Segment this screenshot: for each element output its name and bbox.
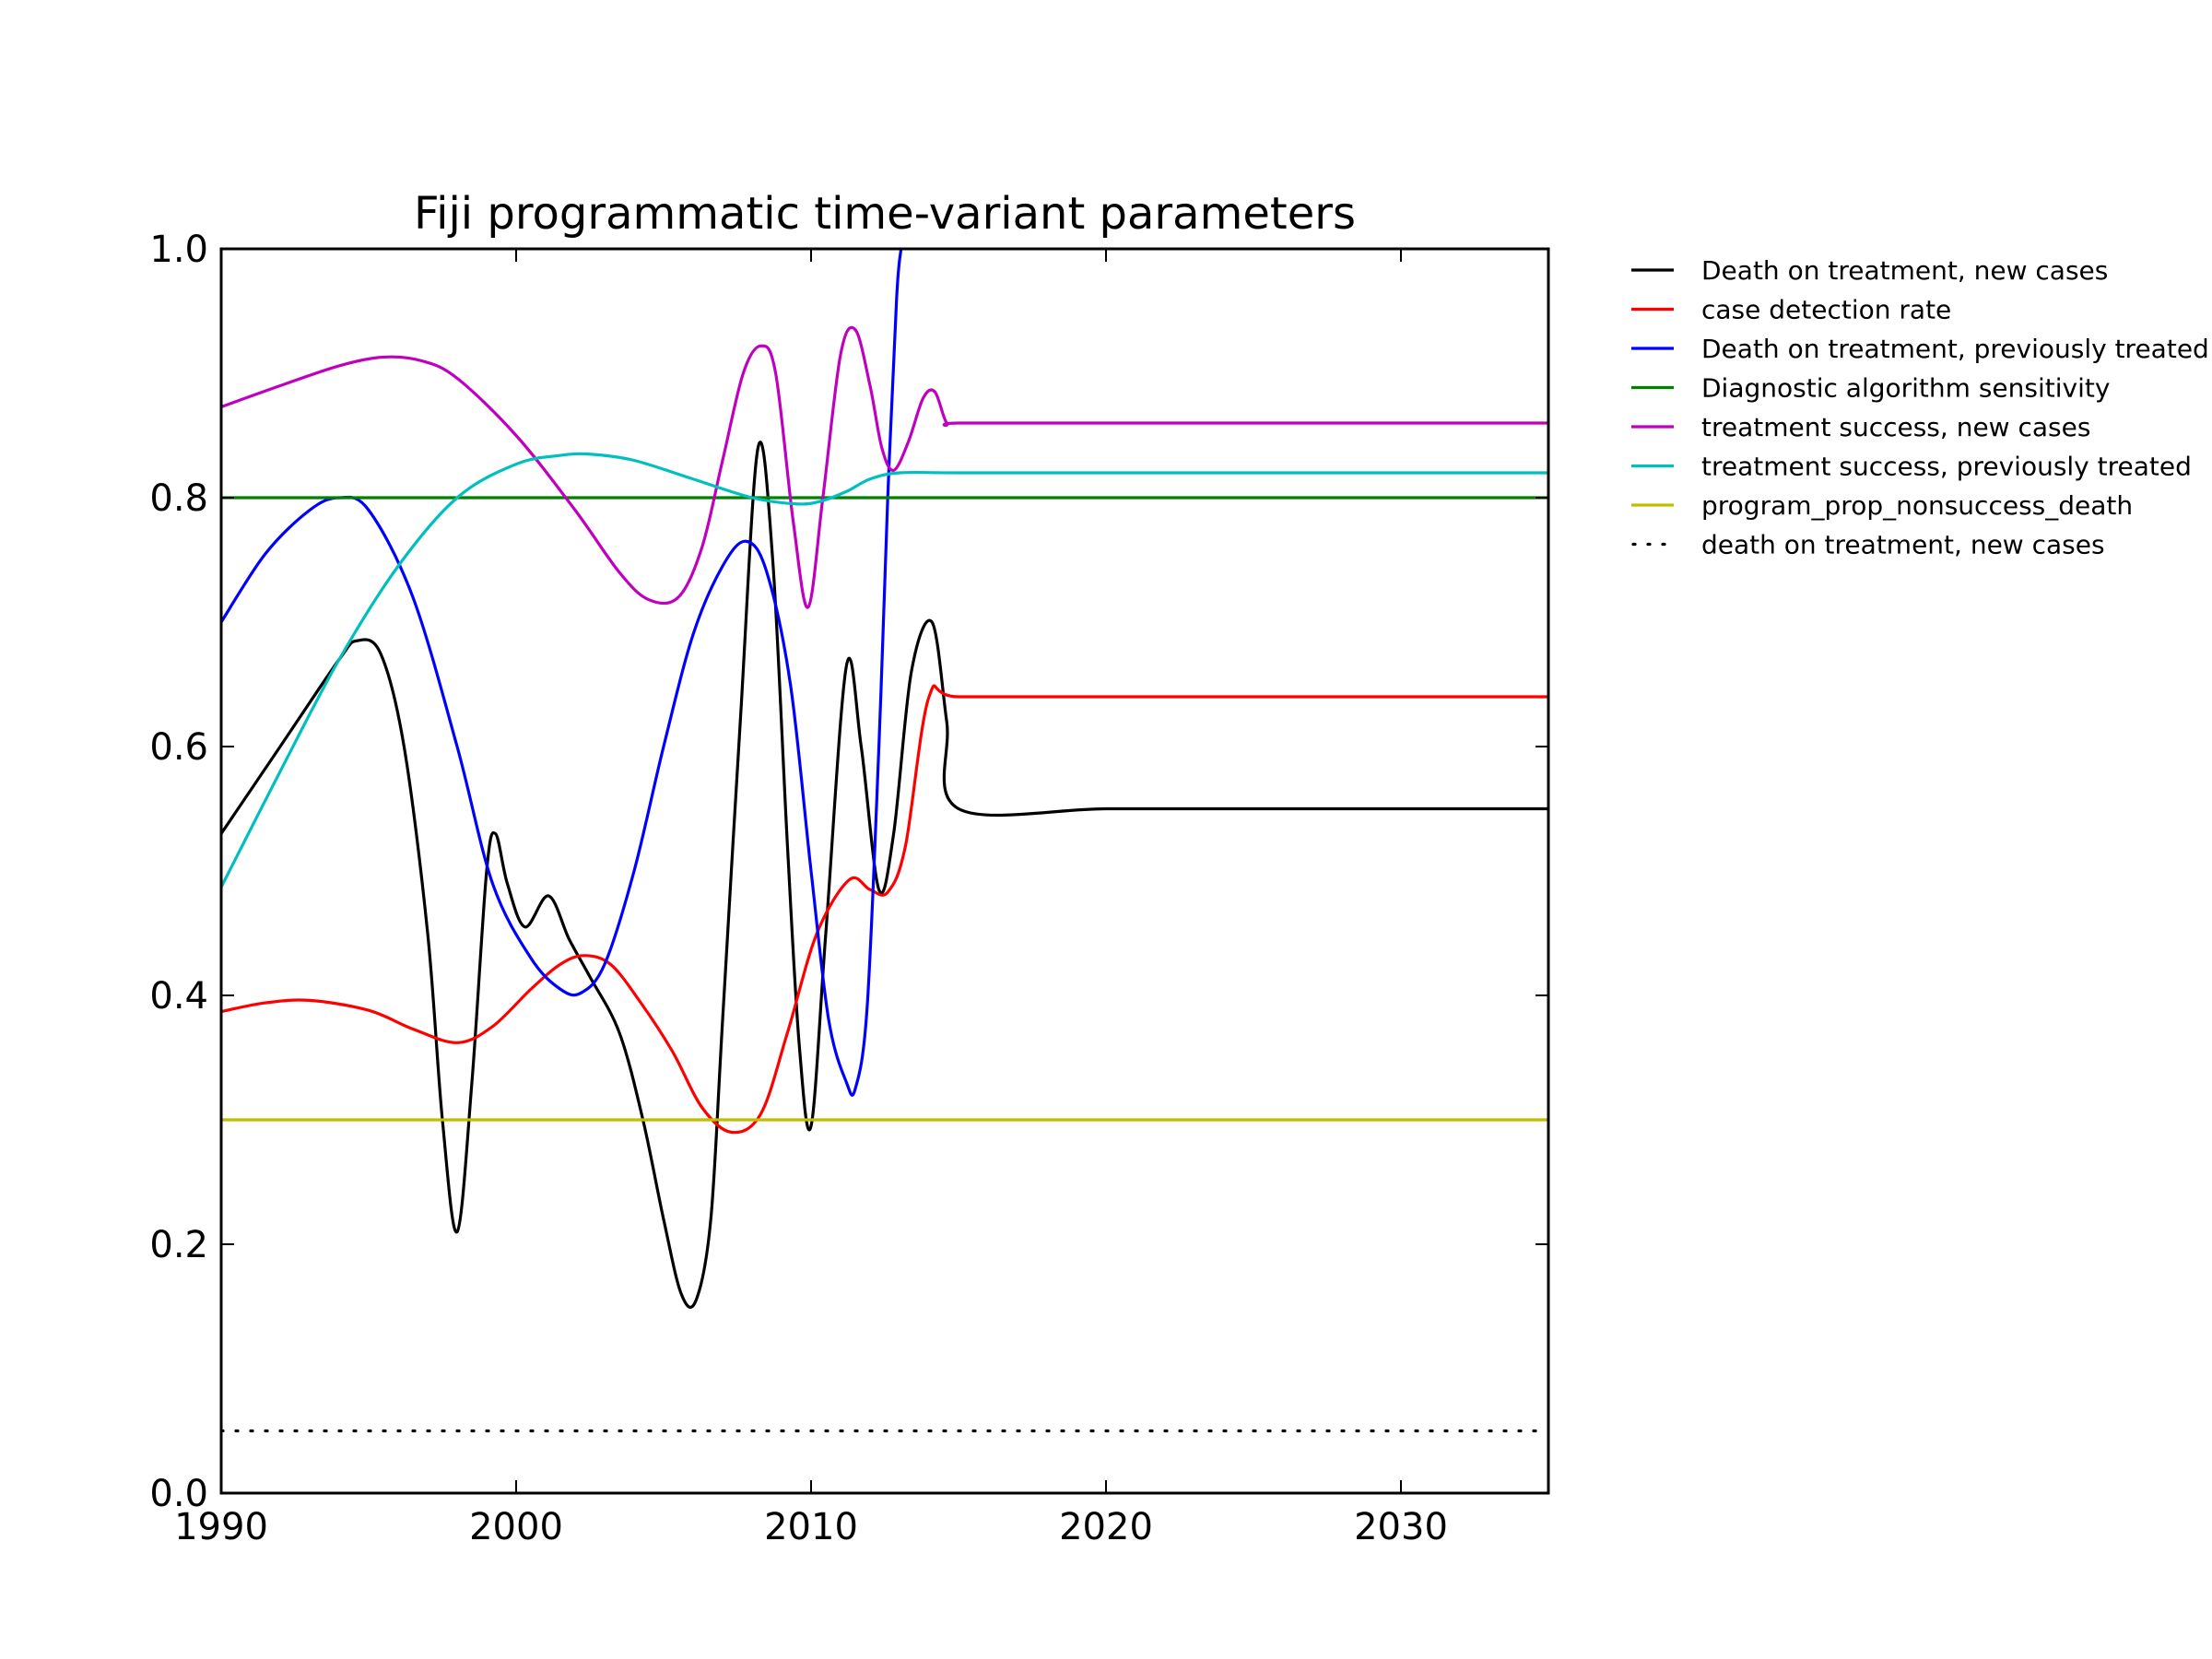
legend-label: Death on treatment, previously treated [1701,334,2209,364]
x-tick-label: 2010 [764,1506,858,1548]
legend-label: Diagnostic algorithm sensitivity [1701,373,2110,404]
y-tick-label: 0.8 [149,477,208,520]
chart-title: Fiji programmatic time-variant parameter… [414,188,1356,240]
x-tick-label: 2000 [469,1506,563,1548]
series-layer [221,249,1548,1433]
legend-item-4: Diagnostic algorithm sensitivity [1631,373,2110,404]
legend-label: Death on treatment, new cases [1701,255,2108,286]
legend-label: case detection rate [1701,295,1951,325]
legend-item-6: treatment success, previously treated [1631,452,2192,482]
x-tick-label: 2030 [1354,1506,1448,1548]
axis-ticks: 1990 2000 2010 2020 2030 0.0 0.2 0.4 0.6 0.8 1.0 [149,229,1548,1548]
series-line-5-treatment-success-new-cases [221,325,1548,609]
x-tick-label: 2020 [1059,1506,1153,1548]
legend-label: treatment success, new cases [1701,412,2090,442]
y-tick-label: 0.0 [149,1473,208,1515]
legend-item-2: case detection rate [1631,295,1951,325]
series-line-2-case-detection-rate [221,684,1548,1135]
plot-frame [219,247,1550,1495]
legend: Death on treatment, new cases case detect… [1631,255,2209,560]
y-tick-label: 0.2 [149,1224,208,1266]
x-tick-label: 1990 [174,1506,268,1548]
series-line-3-death-on-treatment-previously-treated [221,249,903,1097]
legend-item-8: death on treatment, new cases [1631,530,2105,560]
legend-item-3: Death on treatment, previously treated [1631,334,2209,364]
series-line-6-treatment-success-previously-treated [221,452,1548,889]
legend-item-1: Death on treatment, new cases [1631,255,2108,286]
series-line-1-death-on-treatment-new-cases [221,441,1548,1310]
legend-item-5: treatment success, new cases [1631,412,2090,442]
legend-label: program_prop_nonsuccess_death [1701,490,2133,521]
legend-label: death on treatment, new cases [1701,530,2105,560]
legend-item-7: program_prop_nonsuccess_death [1631,490,2133,521]
y-tick-label: 0.4 [149,975,208,1018]
y-tick-label: 1.0 [149,229,208,271]
y-tick-label: 0.6 [149,726,208,769]
legend-label: treatment success, previously treated [1701,452,2192,482]
